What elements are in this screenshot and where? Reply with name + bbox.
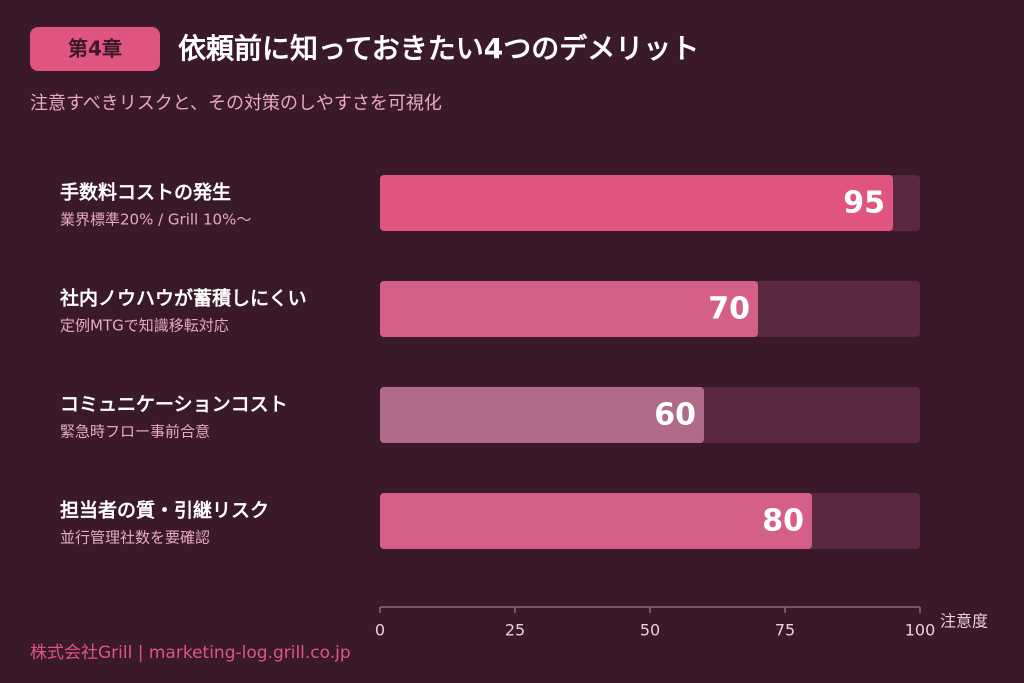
x-tick-label: 25 bbox=[505, 621, 525, 640]
category-sublabel: 業界標準20% / Grill 10%〜 bbox=[60, 211, 251, 229]
x-tick-label: 50 bbox=[640, 621, 660, 640]
subtitle: 注意すべきリスクと、その対策のしやすさを可視化 bbox=[30, 93, 442, 114]
bar bbox=[380, 387, 704, 443]
category-label: コミュニケーションコスト bbox=[60, 394, 288, 416]
chart-title: 依頼前に知っておきたい4つのデメリット bbox=[178, 32, 699, 65]
x-tick-label: 0 bbox=[375, 621, 385, 640]
category-sublabel: 緊急時フロー事前合意 bbox=[60, 423, 210, 441]
bar bbox=[380, 493, 812, 549]
value-label: 60 bbox=[654, 398, 696, 433]
badge-bg bbox=[30, 27, 160, 71]
x-axis-label: 注意度 bbox=[940, 612, 988, 631]
value-label: 95 bbox=[843, 186, 885, 221]
x-tick-label: 75 bbox=[775, 621, 795, 640]
badge: 第4章 bbox=[68, 37, 122, 61]
bar bbox=[380, 175, 893, 231]
x-tick-label: 100 bbox=[905, 621, 936, 640]
category-label: 担当者の質・引継リスク bbox=[60, 499, 269, 522]
category-sublabel: 並行管理社数を要確認 bbox=[60, 529, 210, 547]
value-label: 80 bbox=[762, 504, 804, 539]
category-sublabel: 定例MTGで知識移転対応 bbox=[60, 317, 229, 335]
category-label: 手数料コストの発生 bbox=[60, 181, 231, 204]
bar bbox=[380, 281, 758, 337]
footer: 株式会社Grill | marketing-log.grill.co.jp bbox=[30, 643, 351, 663]
category-label: 社内ノウハウが蓄積しにくい bbox=[59, 287, 307, 310]
value-label: 70 bbox=[708, 292, 750, 327]
